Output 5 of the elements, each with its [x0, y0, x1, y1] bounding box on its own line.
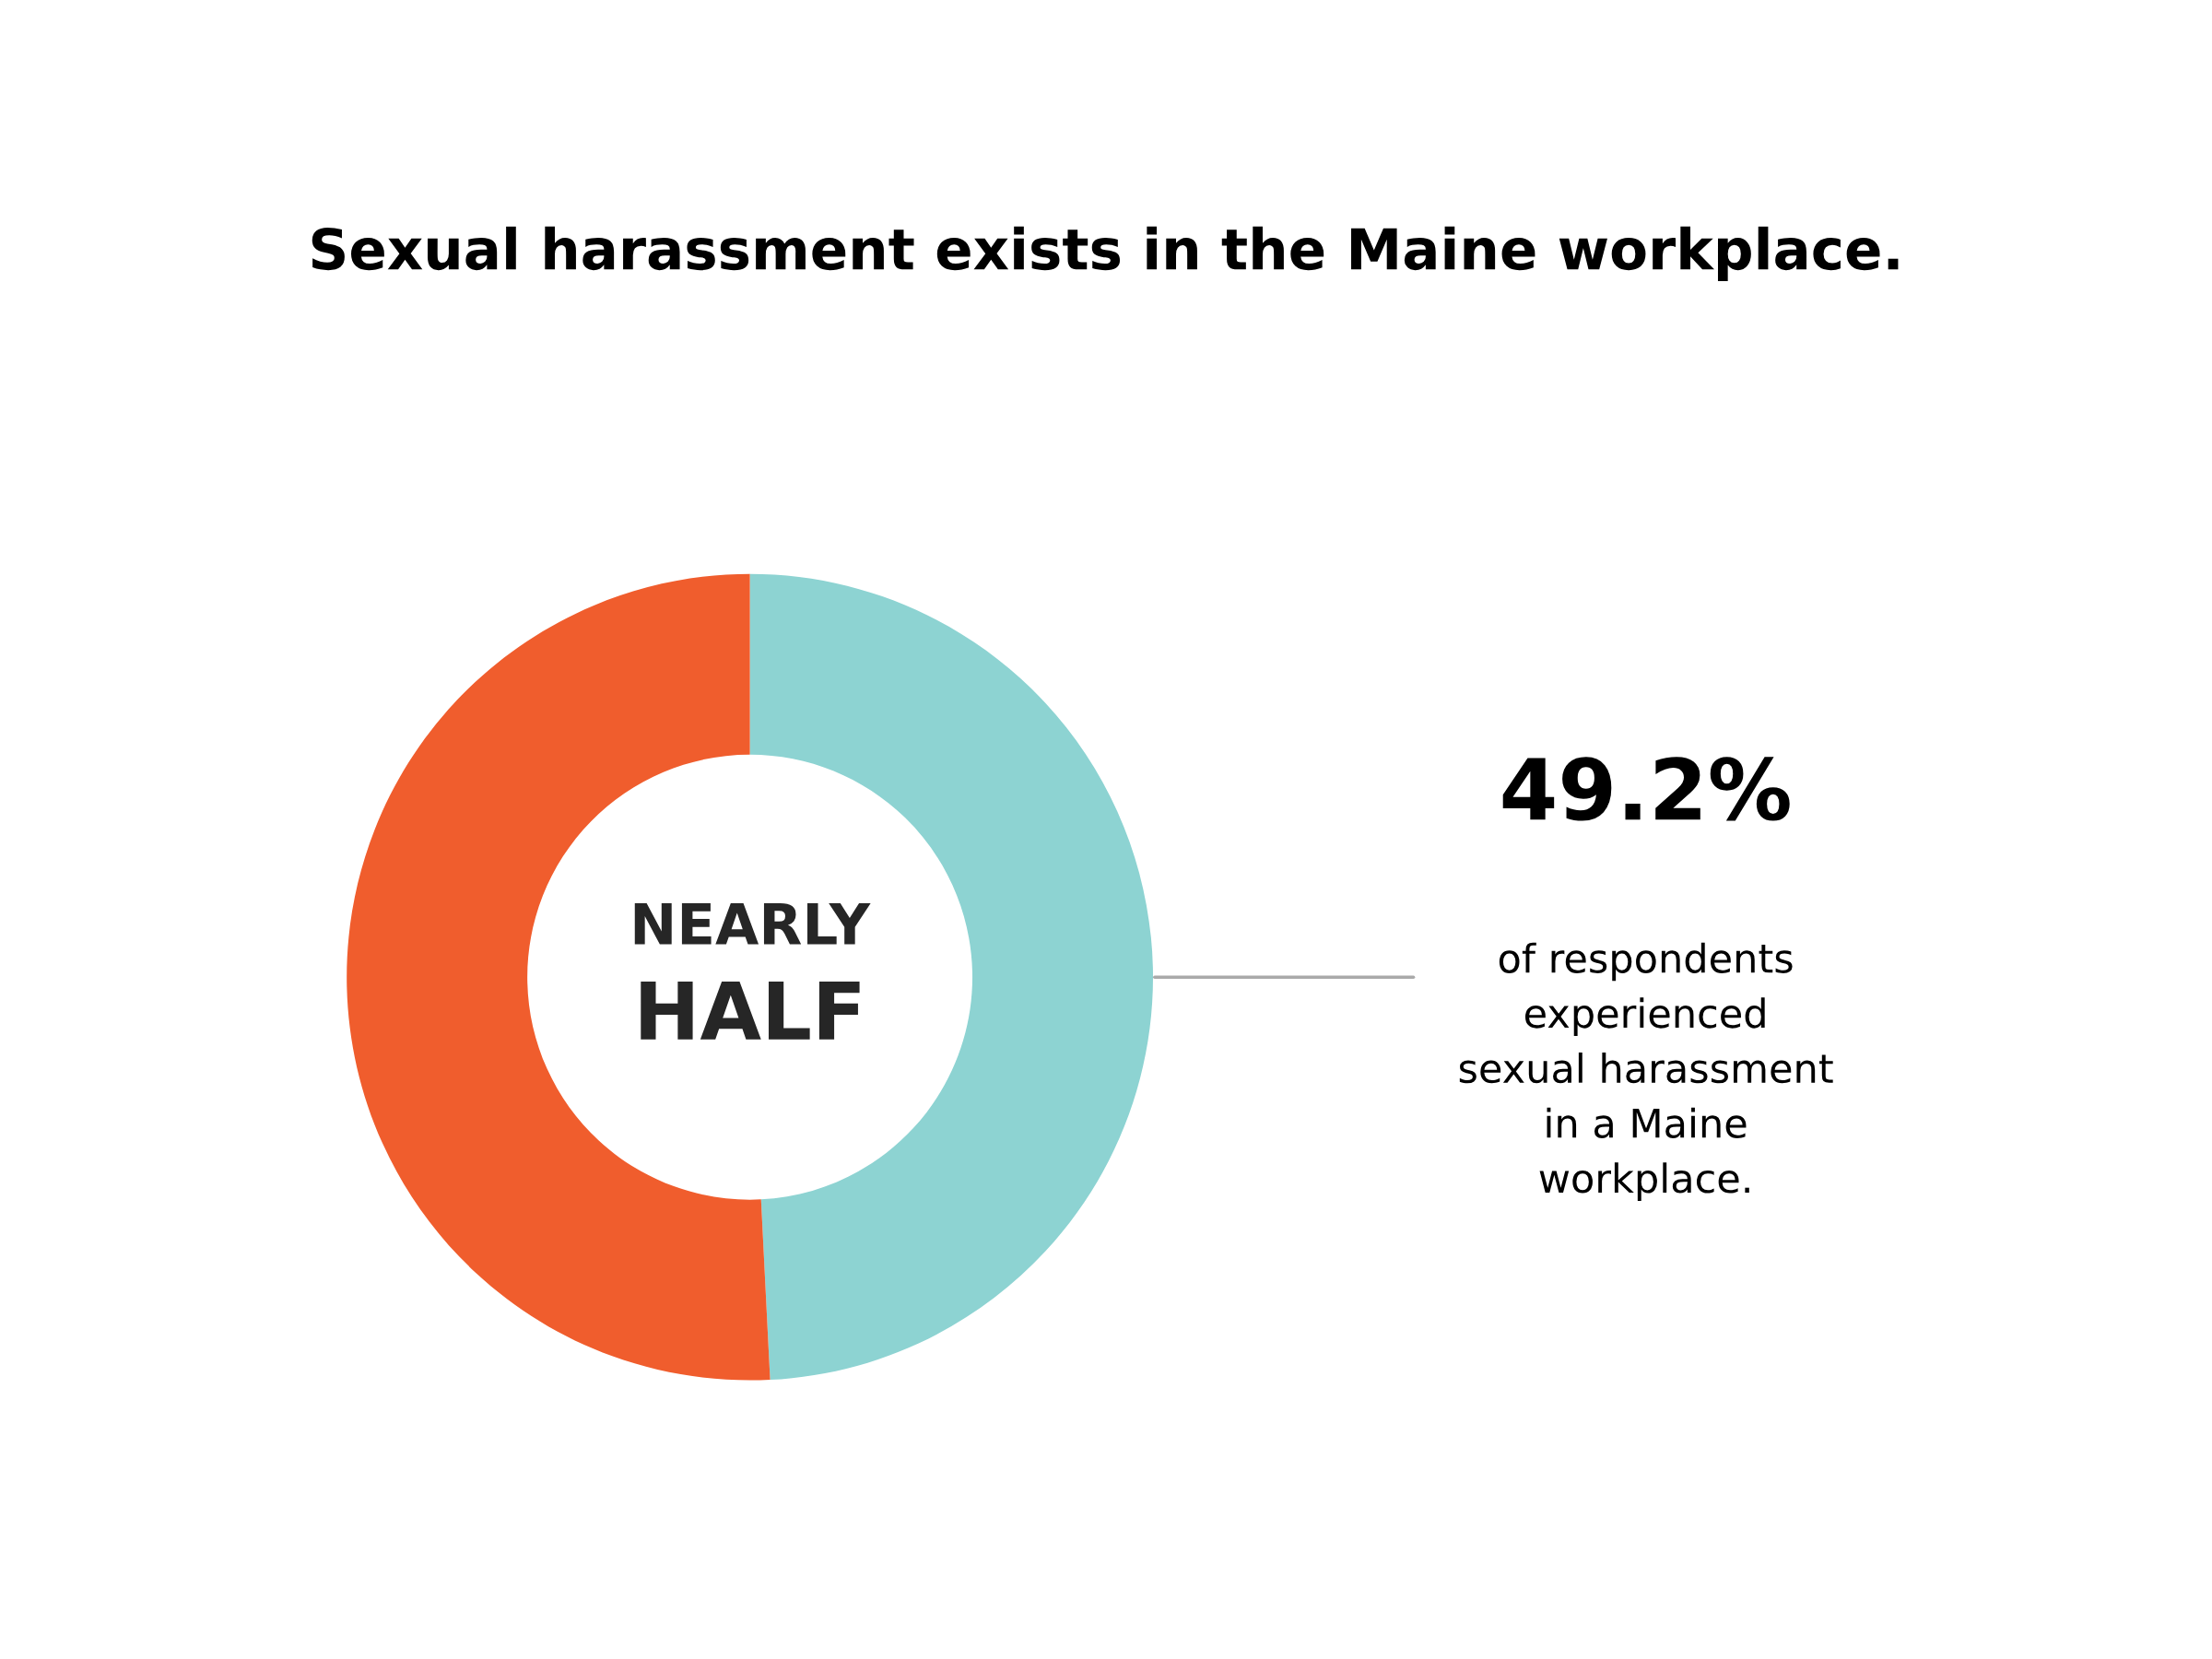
text: 49.2%: [1502, 757, 1790, 821]
text: NEARLY: [634, 903, 871, 945]
text: of respondents experienced sexual harassment in a Maine workplace.: [1459, 942, 1833, 1201]
chart-title: Sexual harassment exists in the Maine workplace.: [312, 226, 1899, 281]
text: HALF: [641, 981, 860, 1040]
